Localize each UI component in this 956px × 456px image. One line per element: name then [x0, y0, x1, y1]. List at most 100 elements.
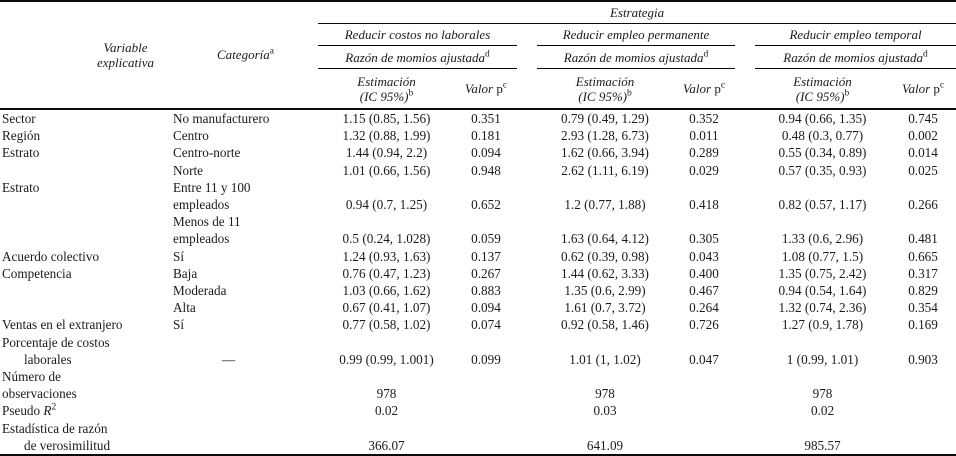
razon-momios-header: Razón de momios ajustadad: [318, 45, 517, 69]
estimacion-cell: 1.35 (0.75, 2.42): [778, 265, 867, 281]
spacer-cell: [735, 162, 755, 179]
categoria-footnote-mark: a: [269, 46, 274, 57]
variable-cell: Competencia: [2, 265, 72, 281]
estimacion-cell: [755, 420, 890, 437]
table-row: Ventas en el extranjero Sí 0.77 (0.58, 1.0…: [0, 316, 956, 333]
variable-cell: [0, 299, 173, 316]
estimacion-cell: 978: [812, 386, 833, 402]
valor-p-cell: 0.305: [689, 231, 719, 247]
header-row-columns: Estimación (IC 95%)b Valor pc Estimación…: [0, 68, 956, 110]
valor-p-cell: 0.883: [471, 283, 501, 299]
table-row: Estrato Centro-norte 1.44 (0.94, 2.2) 0.094…: [0, 144, 956, 161]
spacer-cell: [517, 144, 537, 161]
spacer-cell: [517, 437, 537, 455]
valor-p-cell: [455, 368, 517, 385]
variable-cell: Estrato: [2, 145, 40, 161]
spacer-cell: [517, 24, 537, 46]
valor-p-cell: [673, 213, 735, 230]
estimacion-cell: [755, 368, 890, 385]
ic95-label: (IC 95%): [795, 88, 845, 104]
valor-p-header: Valor pc: [455, 68, 517, 110]
valor-p-cell: [673, 385, 735, 402]
estimacion-cell: [318, 334, 455, 351]
spacer-cell: [517, 46, 537, 69]
estimacion-footnote-mark: b: [627, 88, 632, 99]
estimacion-cell: [537, 368, 673, 385]
table-row: de verosimilitud 366.07 641.09 985.57: [0, 437, 956, 455]
valor-p-cell: [890, 368, 956, 385]
categoria-cell: Sí: [173, 248, 184, 264]
estimacion-cell: 0.02: [374, 403, 399, 419]
estimacion-cell: 1.24 (0.93, 1.63): [342, 248, 431, 264]
group-header-costos: Reducir costos no laborales: [318, 23, 517, 46]
categoria-cell: No manufacturero: [173, 111, 270, 126]
table-row: Alta 0.67 (0.41, 1.07) 0.094 1.61 (0.7, 3.7…: [0, 299, 956, 316]
estimacion-cell: 0.67 (0.41, 1.07): [342, 300, 431, 316]
spacer-cell: [517, 109, 537, 127]
estimacion-cell: 1.08 (0.77, 1.5): [781, 248, 864, 264]
razon-momios-header: Razón de momios ajustadad: [537, 45, 735, 69]
valor-p-cell: [673, 368, 735, 385]
valor-p-cell: 0.903: [908, 351, 938, 367]
estimacion-cell: 0.79 (0.49, 1.29): [561, 111, 649, 126]
valor-p-cell: 0.264: [689, 300, 719, 316]
estimacion-cell: 2.62 (1.11, 6.19): [561, 162, 649, 178]
table-body: Sector No manufacturero 1.15 (0.85, 1.56) 0…: [0, 109, 956, 455]
categoria-cell: Entre 11 y 100: [173, 179, 251, 195]
spacer-cell: [517, 316, 537, 333]
valor-p-cell: 0.352: [689, 111, 719, 126]
valor-p-cell: [890, 334, 956, 351]
valor-label: Valor: [682, 80, 712, 96]
variable-cell: Porcentaje de costos: [2, 334, 110, 350]
valor-p-cell: 0.948: [471, 162, 501, 178]
spacer-cell: [517, 248, 537, 265]
variable-cell: [0, 282, 173, 299]
spacer-cell: [735, 334, 755, 351]
table-row: Estadística de razón: [0, 420, 956, 437]
valor-p-cell: 0.289: [689, 145, 719, 161]
estimacion-cell: [755, 179, 890, 196]
estimacion-cell: 366.07: [368, 437, 405, 453]
variable-cell: laborales: [24, 351, 72, 367]
valor-p-cell: 0.351: [471, 111, 501, 126]
variable-cell: [0, 213, 173, 230]
estimacion-cell: 2.93 (1.28, 6.73): [561, 128, 649, 144]
estimacion-cell: 0.57 (0.35, 0.93): [778, 162, 867, 178]
variable-cell: Región: [2, 128, 41, 144]
categoria-header-label: Categoría: [217, 47, 270, 62]
group-header-temporal: Reducir empleo temporal: [755, 23, 956, 46]
razon-footnote-mark: d: [923, 49, 928, 60]
spacer-cell: [517, 127, 537, 144]
categoria-cell: Centro-norte: [173, 145, 241, 161]
table-row: Porcentaje de costos: [0, 334, 956, 351]
razon-momios-header: Razón de momios ajustadad: [755, 45, 956, 69]
header-row-estrategia: Variable explicativa Categoríaa Estrateg…: [0, 1, 956, 110]
variable-cell: Sector: [2, 111, 36, 126]
estimacion-cell: 0.94 (0.7, 1.25): [345, 197, 428, 213]
estimacion-cell: [537, 179, 673, 196]
estimacion-cell: 0.99 (0.99, 1.001): [339, 351, 434, 367]
razon-label: Razón de momios ajustada: [345, 50, 485, 65]
spacer-cell: [517, 162, 537, 179]
categoria-cell: Sí: [173, 317, 184, 333]
valor-label: Valor: [464, 80, 494, 96]
valor-p-cell: 0.169: [908, 317, 938, 333]
spacer-cell: [517, 420, 537, 437]
table-row: Acuerdo colectivo Sí 1.24 (0.93, 1.63) 0.13…: [0, 248, 956, 265]
valor-p-cell: 0.137: [471, 248, 501, 264]
spacer-cell: [735, 213, 755, 230]
estimacion-cell: 978: [595, 386, 615, 402]
estimacion-cell: 1.32 (0.88, 1.99): [342, 128, 431, 144]
table-row: Número de: [0, 368, 956, 385]
valor-p-cell: [890, 179, 956, 196]
estimacion-cell: 0.82 (0.57, 1.17): [778, 197, 867, 213]
valor-p-cell: [673, 437, 735, 455]
razon-footnote-mark: d: [703, 49, 709, 60]
valor-p-cell: 0.652: [471, 197, 501, 213]
estimacion-cell: 1.35 (0.6, 2.99): [564, 283, 646, 299]
categoria-cell: Norte: [173, 162, 204, 178]
estimacion-cell: 1.01 (0.66, 1.56): [342, 162, 431, 178]
header-row-razon: Razón de momios ajustadad Razón de momio…: [0, 45, 956, 69]
spacer-cell: [517, 179, 537, 196]
